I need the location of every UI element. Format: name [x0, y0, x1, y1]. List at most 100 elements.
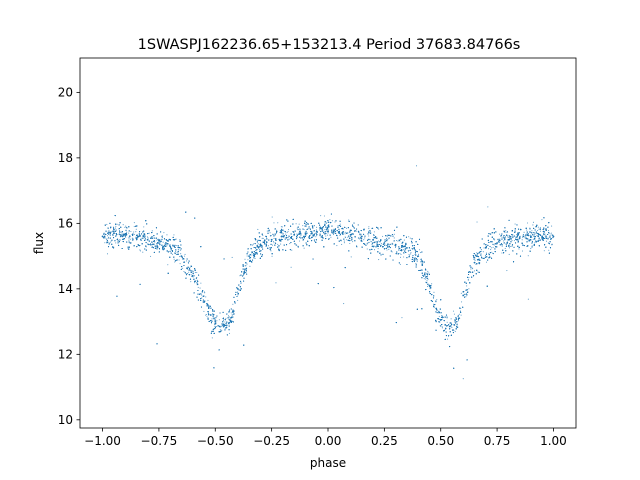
scatter-dot — [307, 228, 309, 230]
scatter-dot — [525, 233, 527, 235]
scatter-dot — [539, 230, 542, 232]
scatter-dot — [133, 231, 135, 233]
scatter-dot — [339, 234, 341, 237]
scatter-dot — [176, 245, 178, 247]
scatter-dot — [427, 270, 429, 273]
scatter-dot — [166, 245, 168, 247]
scatter-points — [101, 165, 555, 380]
scatter-dot — [449, 325, 451, 327]
scatter-dot — [273, 242, 275, 244]
scatter-dot — [408, 236, 410, 238]
scatter-dot — [303, 229, 305, 231]
scatter-dot — [378, 259, 380, 261]
data-point — [338, 232, 341, 235]
scatter-dot — [126, 231, 128, 233]
scatter-dot — [537, 230, 539, 232]
scatter-dot — [248, 255, 251, 257]
scatter-dot — [509, 237, 511, 239]
data-point — [236, 287, 239, 290]
scatter-dot — [393, 237, 395, 239]
scatter-dot — [482, 251, 484, 253]
scatter-dot — [343, 303, 345, 305]
scatter-dot — [364, 237, 366, 239]
scatter-dot — [316, 235, 318, 237]
scatter-dot — [281, 226, 283, 228]
scatter-dot — [532, 221, 534, 223]
chart-title: 1SWASPJ162236.65+153213.4 Period 37683.8… — [138, 37, 521, 53]
scatter-dot — [183, 270, 185, 273]
scatter-dot — [274, 234, 276, 236]
scatter-dot — [192, 276, 194, 278]
scatter-dot — [152, 237, 154, 239]
scatter-dot — [106, 253, 109, 255]
scatter-dot — [250, 255, 252, 257]
scatter-dot — [113, 246, 115, 248]
scatter-dot — [415, 165, 418, 167]
scatter-dot — [347, 236, 349, 238]
data-point — [101, 235, 104, 238]
data-point — [360, 235, 363, 238]
scatter-dot — [173, 234, 175, 236]
scatter-dot — [457, 314, 460, 316]
scatter-dot — [360, 233, 362, 235]
scatter-dot — [203, 301, 206, 303]
scatter-dot — [545, 240, 548, 242]
scatter-dot — [233, 310, 236, 312]
data-point — [552, 235, 555, 238]
scatter-dot — [319, 229, 321, 231]
scatter-dot — [296, 237, 298, 239]
scatter-dot — [485, 261, 488, 263]
scatter-dot — [511, 239, 513, 242]
scatter-dot — [287, 236, 289, 239]
scatter-dot — [484, 255, 487, 257]
scatter-dot — [271, 216, 273, 218]
scatter-dot — [543, 250, 545, 252]
scatter-dot — [225, 327, 227, 329]
scatter-dot — [121, 232, 123, 234]
scatter-dot — [296, 227, 298, 229]
scatter-dot — [284, 238, 286, 240]
scatter-dot — [350, 235, 352, 237]
scatter-dot — [140, 237, 142, 239]
scatter-dot — [483, 257, 485, 260]
scatter-dot — [178, 259, 180, 261]
scatter-dot — [488, 248, 490, 250]
scatter-dot — [368, 228, 370, 230]
scatter-dot — [550, 232, 552, 234]
scatter-dot — [470, 268, 472, 270]
scatter-dot — [320, 215, 322, 217]
scatter-dot — [373, 249, 376, 251]
scatter-dot — [289, 243, 291, 245]
scatter-dot — [302, 225, 304, 227]
scatter-dot — [291, 249, 293, 251]
scatter-dot — [231, 314, 233, 316]
scatter-dot — [473, 270, 476, 272]
scatter-dot — [277, 222, 279, 224]
scatter-dot — [247, 259, 249, 261]
scatter-dot — [254, 257, 256, 260]
scatter-dot — [395, 240, 398, 242]
scatter-dot — [370, 241, 372, 243]
scatter-dot — [480, 253, 482, 255]
scatter-dot — [428, 285, 430, 287]
scatter-dot — [325, 235, 327, 237]
scatter-dot — [352, 241, 354, 243]
scatter-dot — [262, 237, 264, 239]
scatter-dot — [219, 329, 221, 331]
scatter-dot — [453, 329, 455, 331]
scatter-dot — [124, 226, 126, 229]
scatter-dot — [544, 233, 546, 235]
scatter-dot — [219, 326, 221, 328]
scatter-dot — [190, 281, 192, 283]
scatter-dot — [179, 263, 181, 265]
scatter-dot — [151, 244, 153, 246]
scatter-dot — [192, 270, 194, 272]
scatter-dot — [459, 310, 461, 312]
scatter-dot — [377, 240, 379, 242]
scatter-dot — [186, 260, 188, 262]
scatter-dot — [116, 223, 118, 225]
scatter-dot — [548, 249, 550, 251]
scatter-dot — [451, 326, 453, 329]
scatter-dot — [218, 325, 220, 327]
scatter-dot — [285, 233, 287, 235]
